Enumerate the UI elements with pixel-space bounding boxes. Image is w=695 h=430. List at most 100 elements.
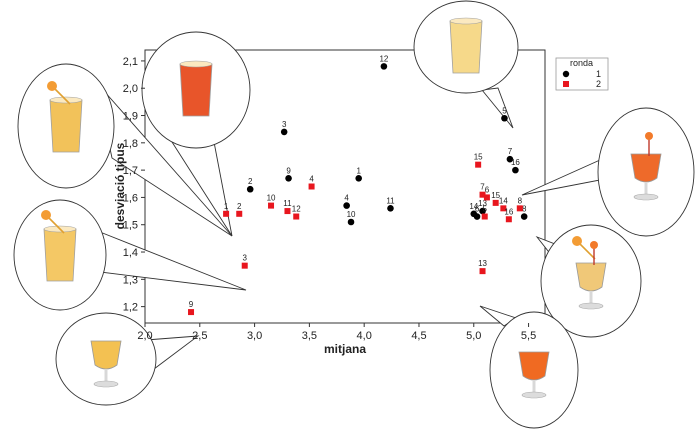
orange-juice-goblet-icon [518,351,550,399]
series-1-point [343,202,350,209]
series-2-point [223,210,230,217]
point-label: 13 [478,199,487,208]
point-label: 10 [267,194,276,203]
series-1-point [520,213,528,220]
y-tick-label: 1,5 [123,220,138,232]
x-tick-label: 3,5 [302,330,317,342]
y-tick-label: 2,1 [123,56,138,68]
series-2-point [293,213,300,220]
point-label: 10 [347,210,356,219]
point-label: 15 [491,191,500,200]
y-tick-label: 1,3 [123,274,138,286]
drink-photo-callouts [13,0,695,429]
x-tick-label: 4,5 [411,330,426,342]
series-2-point [241,262,248,269]
pale-juice-with-umbrella-icon [41,210,77,282]
series-1-point [473,213,481,220]
series-1-point [380,63,388,70]
x-tick-label: 2,0 [137,330,152,342]
drink-callout-orange-juice-goblet [479,305,579,429]
orange-cocktail-goblet-icon [630,132,662,201]
drink-callout-orange-juice-tumbler [141,31,251,237]
point-label: 2 [248,177,253,186]
point-label: 12 [379,54,388,63]
series-1-point [501,114,508,122]
y-tick-label: 1,4 [123,247,138,259]
y-tick-label: 2,0 [123,83,138,95]
point-label: 4 [309,175,314,184]
series-2-point [236,210,243,217]
drink-callout-orange-cocktail-goblet [521,107,695,237]
series-2-point [483,194,490,201]
point-label: 9 [286,166,291,175]
series-1-point [479,207,486,215]
series-1-point [512,166,519,174]
point-label: 1 [224,202,229,211]
point-label: 12 [292,205,301,214]
point-label: 6 [485,185,490,194]
legend-marker-series-2 [563,81,569,87]
point-label: 4 [344,194,349,203]
x-tick-label: 4,0 [357,330,372,342]
y-tick-label: 1,2 [123,302,138,314]
point-label: 7 [480,183,485,192]
series-2-point [481,213,488,220]
juice-goblet-icon [90,340,122,388]
legend-label-series-2: 2 [596,79,601,89]
drink-callout-pale-juice-with-straw [17,63,233,237]
x-tick-label: 5,5 [521,330,536,342]
lemonade-glass-with-ice-icon [449,17,483,74]
series-2-point [479,191,486,198]
drink-callout-juice-goblet [55,312,200,406]
point-label: 16 [511,158,520,167]
legend-label-series-1: 1 [596,69,601,79]
point-label: 15 [474,153,483,162]
x-tick-label: 3,0 [247,330,262,342]
legend: ronda 1 2 [555,57,609,91]
series-1-point [387,205,394,212]
point-label: 8 [518,196,523,205]
series-1-point [506,155,514,163]
series-2-point [268,202,275,209]
series-1-point [280,128,288,136]
series-2-point [516,205,523,212]
x-tick-label: 2,5 [192,330,207,342]
series-1-point [347,218,355,226]
series-2-point [479,268,486,275]
series-2-point [284,208,291,215]
y-tick-label: 1,8 [123,138,138,150]
pale-cocktail-with-umbrella-icon [572,236,607,310]
series-2-point [475,161,482,168]
point-label: 7 [508,147,513,156]
drink-callout-pale-cocktail-with-umbrella [535,224,642,338]
y-axis-title: desviació tipus [113,142,127,229]
drink-callout-pale-juice-with-umbrella [13,199,247,311]
point-label: 1 [356,166,361,175]
point-label: 11 [386,196,395,205]
point-label: 16 [504,207,513,216]
series-1-point [285,175,292,182]
series-2-point [308,183,315,190]
series-2-point [188,309,195,316]
series-1-point [355,175,362,182]
point-label: 6 [475,205,480,214]
legend-marker-series-1 [562,70,570,78]
x-axis-title: mitjana [324,342,366,356]
axes: 2,0 2,5 3,0 3,5 4,0 4,5 5,0 5,5 1,2 1,3 1,4 1,5 1,6 1… [123,56,537,342]
x-tick-label: 5,0 [466,330,481,342]
pale-juice-with-straw-icon [47,81,83,153]
point-label: 14 [469,202,478,211]
point-label: 11 [283,199,292,208]
y-tick-label: 1,7 [123,165,138,177]
legend-title: ronda [570,58,593,68]
point-label: 9 [189,300,194,309]
drink-callout-lemonade-glass-with-ice [413,0,519,129]
point-label: 8 [522,205,527,214]
point-label: 3 [282,120,287,129]
y-tick-label: 1,9 [123,111,138,123]
y-tick-label: 1,6 [123,192,138,204]
orange-juice-tumbler-icon [179,60,213,117]
point-label: 13 [478,259,487,268]
